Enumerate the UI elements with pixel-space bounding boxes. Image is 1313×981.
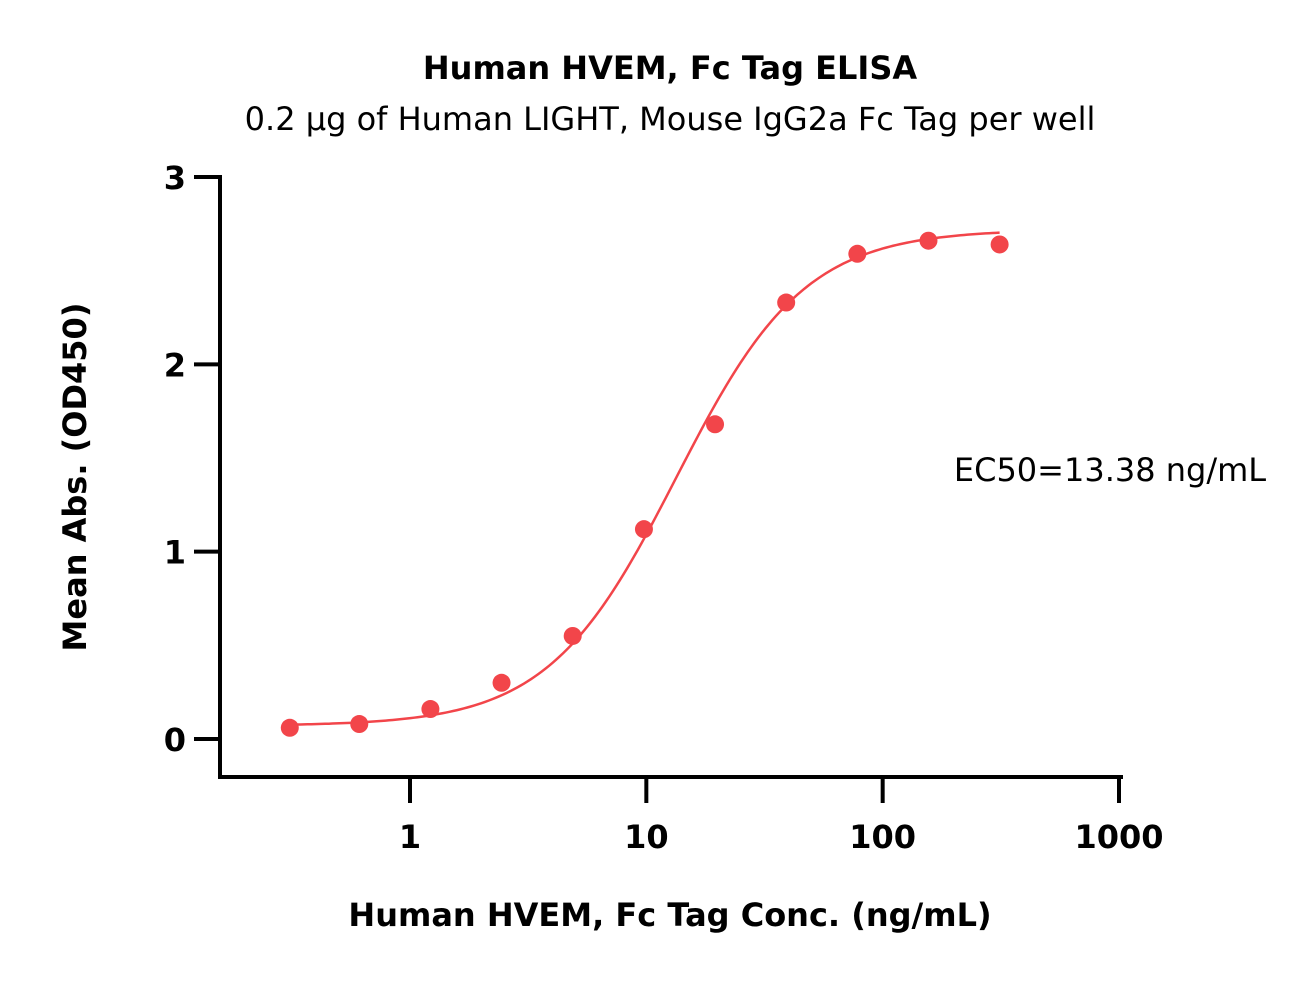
x-tick-label: 1000 bbox=[1074, 818, 1163, 856]
x-axis-label: Human HVEM, Fc Tag Conc. (ng/mL) bbox=[348, 896, 991, 934]
plot-area: 0 1 2 3 1 10 100 1000 bbox=[164, 159, 1164, 856]
fit-curve bbox=[289, 231, 1000, 726]
data-point bbox=[777, 293, 796, 312]
data-point bbox=[492, 673, 511, 692]
data-point bbox=[990, 235, 1009, 254]
y-tick-label: 0 bbox=[164, 721, 186, 759]
chart-subtitle: 0.2 μg of Human LIGHT, Mouse IgG2a Fc Ta… bbox=[245, 100, 1096, 138]
data-point bbox=[280, 718, 299, 737]
ec50-annotation: EC50=13.38 ng/mL bbox=[954, 451, 1266, 489]
x-tick-label: 1 bbox=[399, 818, 421, 856]
chart-title: Human HVEM, Fc Tag ELISA bbox=[423, 49, 917, 87]
x-tick-label: 100 bbox=[849, 818, 916, 856]
data-point bbox=[563, 626, 582, 645]
y-axis-label: Mean Abs. (OD450) bbox=[56, 303, 94, 652]
data-point bbox=[706, 415, 725, 434]
data-point bbox=[421, 700, 440, 719]
y-tick-label: 1 bbox=[164, 534, 186, 572]
data-point bbox=[350, 715, 369, 734]
y-tick-label: 2 bbox=[164, 346, 186, 384]
x-tick-label: 10 bbox=[624, 818, 669, 856]
y-tick-label: 3 bbox=[164, 159, 186, 197]
data-point bbox=[848, 244, 867, 263]
data-point bbox=[919, 231, 938, 250]
data-point bbox=[634, 520, 653, 539]
